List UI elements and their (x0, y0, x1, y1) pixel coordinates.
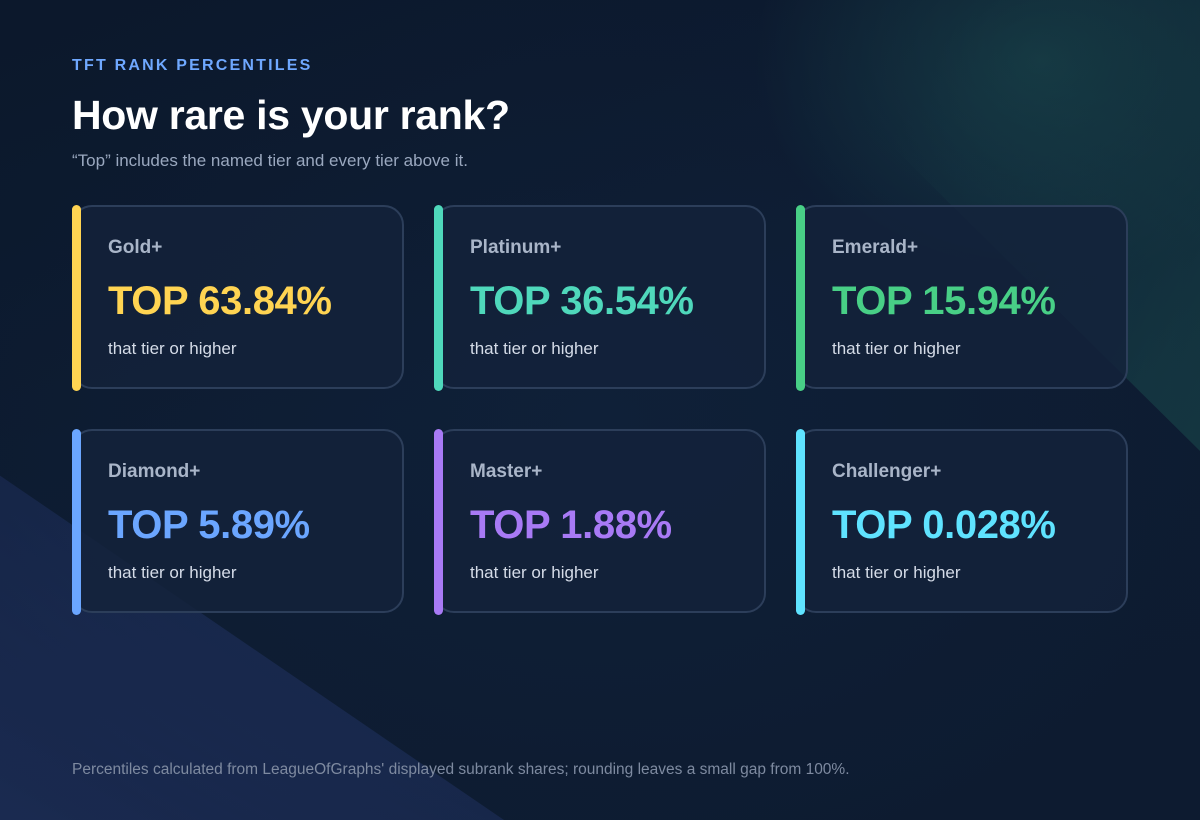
card-caption: that tier or higher (470, 339, 599, 358)
card-accent-bar (72, 429, 81, 615)
card-accent-bar (796, 429, 805, 615)
page-subtitle: “Top” includes the named tier and every … (72, 151, 468, 170)
card-caption: that tier or higher (470, 563, 599, 582)
card-tier-label: Gold+ (108, 237, 163, 258)
card-percentile-value: TOP 36.54% (470, 279, 694, 323)
card-percentile-value: TOP 5.89% (108, 503, 310, 547)
footnote: Percentiles calculated from LeagueOfGrap… (72, 761, 850, 778)
eyebrow-label: TFT RANK PERCENTILES (72, 57, 313, 74)
card-caption: that tier or higher (832, 563, 961, 582)
rank-card-emerald: Emerald+ TOP 15.94% that tier or higher (796, 205, 1128, 391)
card-percentile-value: TOP 0.028% (832, 503, 1056, 547)
card-accent-bar (434, 205, 443, 391)
card-tier-label: Emerald+ (832, 237, 919, 258)
rank-card-challenger: Challenger+ TOP 0.028% that tier or high… (796, 429, 1128, 615)
card-caption: that tier or higher (832, 339, 961, 358)
card-percentile-value: TOP 15.94% (832, 279, 1056, 323)
card-tier-label: Diamond+ (108, 461, 201, 482)
card-percentile-value: TOP 63.84% (108, 279, 332, 323)
card-tier-label: Platinum+ (470, 237, 562, 258)
rank-card-platinum: Platinum+ TOP 36.54% that tier or higher (434, 205, 766, 391)
rank-card-gold: Gold+ TOP 63.84% that tier or higher (72, 205, 404, 391)
card-caption: that tier or higher (108, 563, 237, 582)
card-tier-label: Challenger+ (832, 461, 942, 482)
card-tier-label: Master+ (470, 461, 543, 482)
card-accent-bar (72, 205, 81, 391)
card-caption: that tier or higher (108, 339, 237, 358)
rank-card-diamond: Diamond+ TOP 5.89% that tier or higher (72, 429, 404, 615)
rank-card-master: Master+ TOP 1.88% that tier or higher (434, 429, 766, 615)
card-percentile-value: TOP 1.88% (470, 503, 672, 547)
rank-card-grid: Gold+ TOP 63.84% that tier or higher Pla… (72, 205, 1128, 615)
page-title: How rare is your rank? (72, 92, 510, 138)
card-accent-bar (434, 429, 443, 615)
card-accent-bar (796, 205, 805, 391)
